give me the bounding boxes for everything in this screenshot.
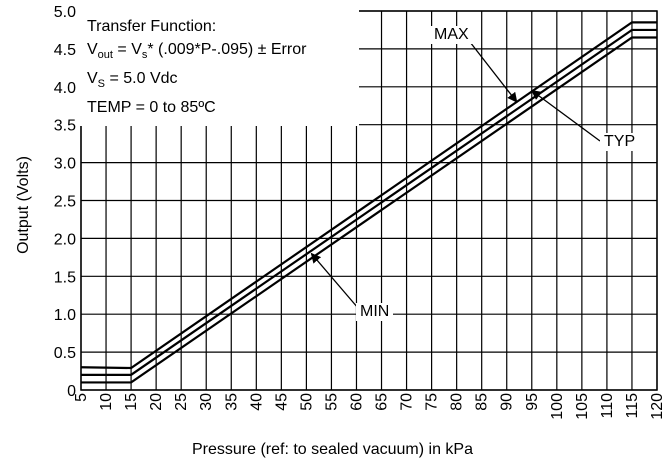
eq-rest: * (.009*P-.095) ± Error [147,41,307,58]
callout-arrow-typ [530,89,601,142]
x-tick-40: 40 [248,393,265,411]
x-tick-105: 105 [574,393,591,420]
temp-line: TEMP = 0 to 85ºC [87,99,216,117]
callout-max-label: MAX [430,26,473,44]
y-tick-4.5: 4.5 [54,42,76,59]
x-tick-75: 75 [424,393,441,411]
y-tick-0: 0 [67,383,76,400]
x-tick-115: 115 [624,393,641,419]
y-tick-1.0: 1.0 [54,307,76,324]
y-axis-label: Output (Volts) [15,156,32,254]
x-tick-5: 5 [73,393,90,402]
x-tick-70: 70 [399,393,416,411]
vs-rest: = 5.0 Vdc [105,70,178,88]
x-tick-30: 30 [198,393,215,411]
x-tick-110: 110 [599,393,616,419]
x-tick-10: 10 [98,393,115,411]
x-tick-95: 95 [524,393,541,411]
x-tick-90: 90 [499,393,516,411]
callout-arrow-max [469,41,518,103]
y-tick-4.0: 4.0 [54,80,76,97]
y-tick-2.0: 2.0 [54,231,76,248]
y-tick-2.5: 2.5 [54,194,76,211]
x-tick-85: 85 [474,393,491,411]
y-tick-3.0: 3.0 [54,156,76,173]
x-tick-55: 55 [323,393,340,411]
eq-v: V [87,41,98,58]
callout-arrows [310,41,601,309]
series-lines [80,21,657,384]
transfer-title: Transfer Function: [87,18,217,35]
eq-out-sub: out [97,49,113,62]
x-tick-25: 25 [173,393,190,411]
eq-s-sub: s [141,49,148,62]
x-tick-50: 50 [298,393,315,411]
x-tick-20: 20 [148,393,165,411]
y-tick-labels: 0 0.5 1.0 1.5 2.0 2.5 3.0 3.5 4.0 4.5 5.0 [54,4,76,400]
x-tick-80: 80 [449,393,466,411]
y-tick-0.5: 0.5 [54,345,76,362]
callout-min-label: MIN [356,303,394,321]
vs-v: V [87,70,98,88]
vs-sub: S [97,78,106,91]
callout-arrow-min [310,252,359,309]
series-line-min [81,36,657,384]
plot-frame [80,10,658,391]
y-tick-5.0: 5.0 [54,4,76,21]
x-tick-labels: 5 10 15 20 25 30 35 40 45 50 55 60 65 70 75 80 85 90 95 100… [73,393,665,420]
y-tick-1.5: 1.5 [54,269,76,286]
x-tick-100: 100 [549,393,566,420]
x-tick-35: 35 [223,393,240,411]
x-tick-120: 120 [649,393,665,420]
callout-typ-label: TYP [600,133,640,151]
x-tick-60: 60 [348,393,365,411]
series-line-typ [81,28,657,376]
vs-line: VS = 5.0 Vdc [87,67,359,96]
y-tick-3.5: 3.5 [54,118,76,135]
x-tick-65: 65 [374,393,391,411]
x-axis-label: Pressure (ref: to sealed vacuum) in kPa [191,441,473,458]
series-line-max [80,21,657,370]
eq-equals: = V [112,41,142,58]
x-tick-45: 45 [273,393,290,411]
transfer-function-box: Transfer Function: Vout = Vs* (.009*P-.0… [79,9,359,126]
x-tick-15: 15 [123,393,140,411]
equation-line: Vout = Vs* (.009*P-.095) ± Error [87,38,359,67]
